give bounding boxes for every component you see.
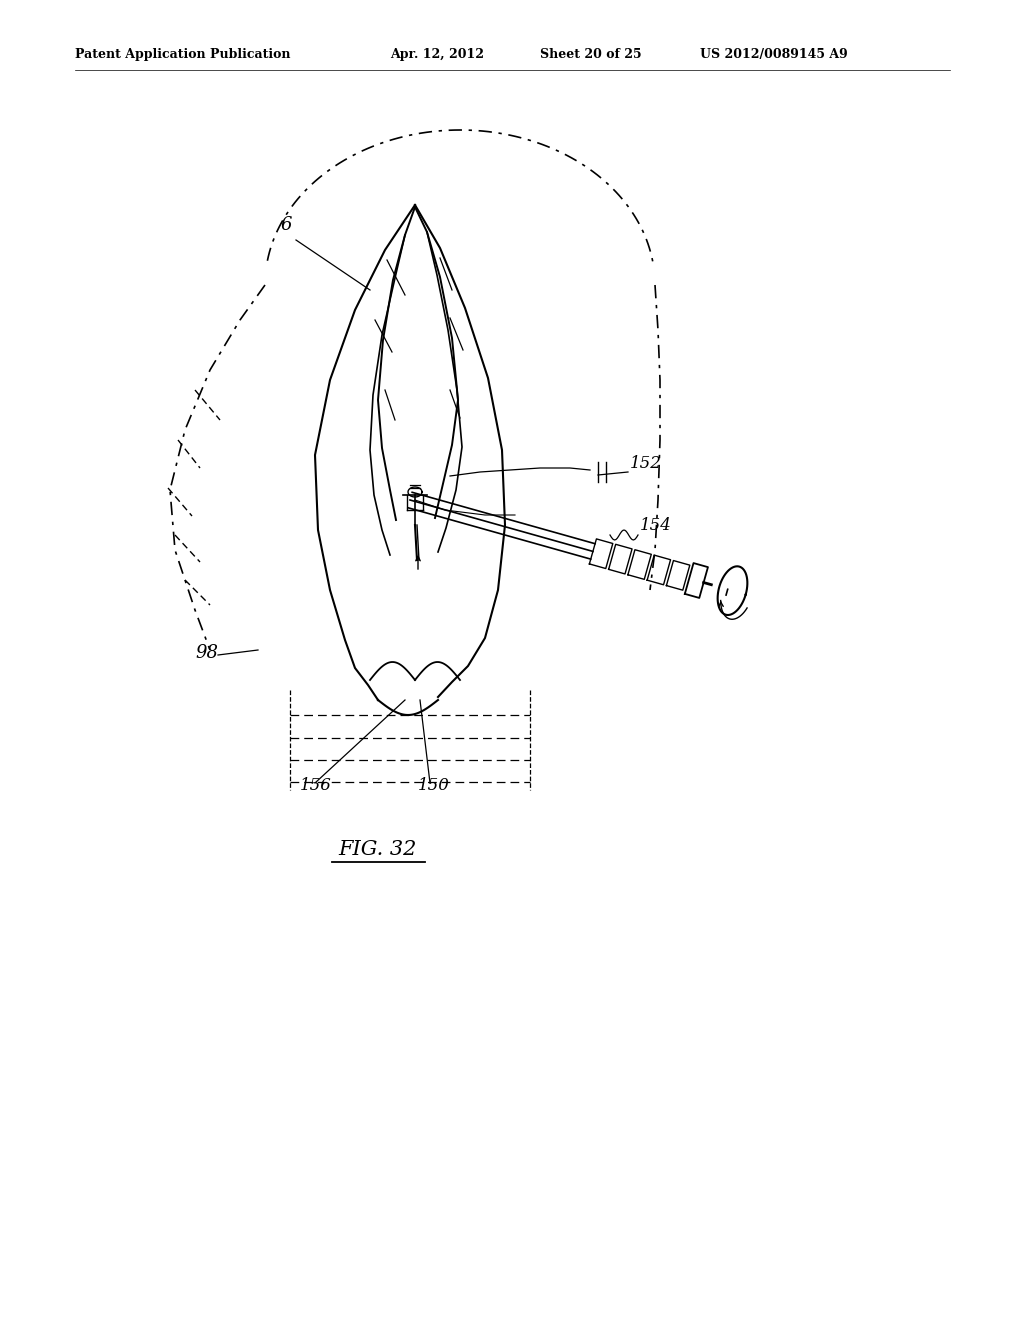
Text: Sheet 20 of 25: Sheet 20 of 25 (540, 48, 642, 61)
Text: 154: 154 (640, 517, 672, 535)
Text: FIG. 32: FIG. 32 (339, 840, 417, 859)
Text: Patent Application Publication: Patent Application Publication (75, 48, 291, 61)
Text: 6: 6 (280, 216, 292, 234)
Text: 150: 150 (418, 777, 450, 795)
Text: 98: 98 (195, 644, 218, 663)
Text: US 2012/0089145 A9: US 2012/0089145 A9 (700, 48, 848, 61)
Text: 152: 152 (630, 455, 662, 473)
Text: Apr. 12, 2012: Apr. 12, 2012 (390, 48, 484, 61)
Text: 156: 156 (300, 777, 332, 795)
